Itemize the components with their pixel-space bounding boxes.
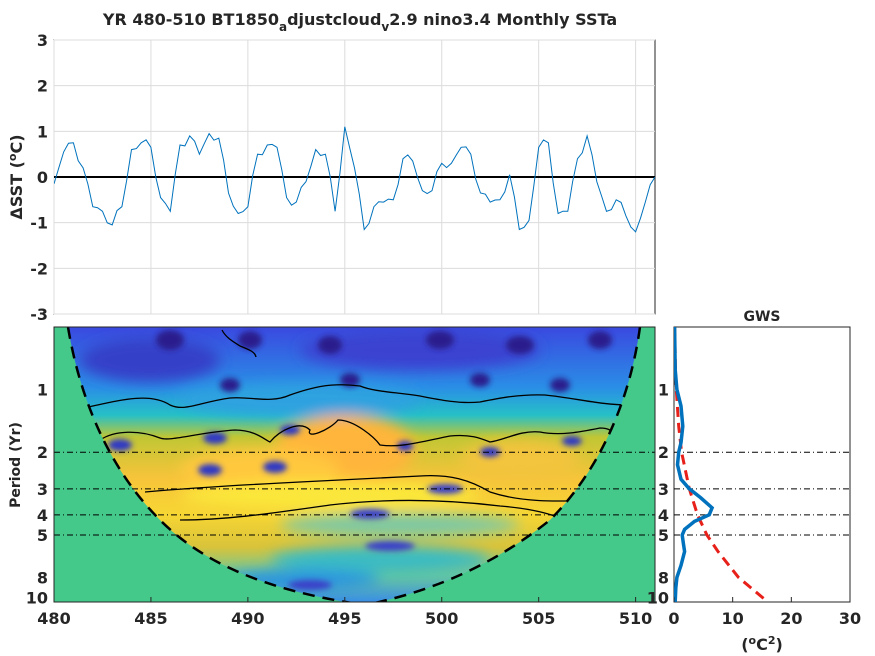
wavelet-reference-lines (54, 451, 655, 536)
gws-ytick-label: 4 (658, 506, 669, 525)
timeseries-panel: 3 2 1 0 -1 -2 -3 ΔSST (oC) (6, 31, 656, 324)
wavelet-xtick-label: 505 (522, 609, 555, 628)
wavelet-ytick-label: 8 (37, 568, 48, 587)
wavelet-ytick-label: 3 (37, 480, 48, 499)
wavelet-ytick-label: 10 (26, 589, 48, 608)
coi-boundary (66, 327, 642, 602)
wavelet-ylabel: Period (Yr) (8, 422, 24, 508)
timeseries-grid (53, 39, 655, 315)
gws-reference-lines (674, 451, 850, 536)
gws-axes-box (673, 326, 851, 603)
gws-ytick-label: 2 (658, 443, 669, 462)
gws-ytick-label: 3 (658, 480, 669, 499)
wavelet-xticks: 480 485 490 495 500 505 510 (37, 597, 652, 628)
cone-of-influence (54, 327, 655, 602)
significance-contours (83, 329, 631, 521)
wavelet-xtick-label: 480 (37, 609, 70, 628)
wavelet-yticks: 1 2 3 45 8 10 (26, 381, 48, 608)
gws-xtick-label: 0 (668, 609, 679, 628)
sst-anomaly-line (54, 126, 655, 233)
gws-xlabel: (oC2) (741, 634, 783, 654)
timeseries-yticks: 3 2 1 0 -1 -2 -3 (30, 31, 48, 324)
wavelet-xtick-label: 510 (619, 609, 652, 628)
wavelet-panel: 1 2 3 45 8 10 480 485 490 495 500 505 510 Period (Y… (8, 326, 656, 628)
figure-title: YR 480-510 BT1850adjustcloudv2.9 nino3.4… (102, 10, 617, 34)
gws-ytick-label: 10 (647, 589, 669, 608)
gws-xtick-label: 20 (780, 609, 802, 628)
wavelet-ytick-label: 1 (37, 381, 48, 400)
wavelet-ytick-label: 5 (37, 526, 48, 545)
timeseries-ytick-label: 2 (37, 77, 48, 96)
gws-yticks: 1 2 3 45 8 10 (647, 381, 669, 608)
wavelet-xtick-label: 490 (231, 609, 264, 628)
wavelet-xtick-label: 495 (328, 609, 361, 628)
timeseries-ytick-label: -1 (30, 214, 48, 233)
wavelet-xtick-label: 500 (425, 609, 458, 628)
gws-title: GWS (743, 309, 780, 325)
wavelet-power-minima (108, 330, 612, 590)
timeseries-ytick-label: 0 (37, 168, 48, 187)
wavelet-ytick-label: 2 (37, 443, 48, 462)
gws-ytick-label: 5 (658, 526, 669, 545)
timeseries-ytick-label: -3 (30, 305, 48, 324)
wavelet-ytick-label: 4 (37, 506, 48, 525)
wavelet-power-blobs (80, 330, 580, 590)
gws-xtick-label: 10 (722, 609, 744, 628)
wavelet-xtick-label: 485 (134, 609, 167, 628)
timeseries-ytick-label: 3 (37, 31, 48, 50)
timeseries-ylabel: ΔSST (oC) (6, 134, 26, 219)
gws-ytick-label: 1 (658, 381, 669, 400)
gws-ytick-label: 8 (658, 568, 669, 587)
timeseries-ytick-label: 1 (37, 122, 48, 141)
gws-xtick-label: 30 (839, 609, 861, 628)
wavelet-axes-box (53, 326, 656, 603)
timeseries-ytick-label: -2 (30, 259, 48, 278)
gws-power-line (674, 327, 715, 602)
gws-xticks: 0 10 20 30 (668, 597, 861, 628)
